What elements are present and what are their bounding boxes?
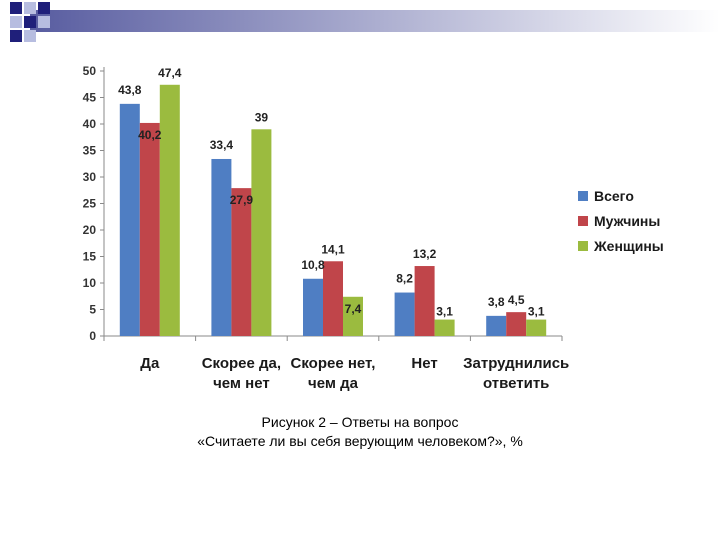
data-label: 10,8 — [301, 258, 325, 272]
bar-всего — [394, 292, 415, 336]
y-tick-label: 35 — [83, 144, 97, 158]
y-tick-label: 10 — [83, 276, 97, 290]
legend-swatch — [578, 216, 588, 226]
y-tick-label: 0 — [89, 329, 96, 343]
bar-мужчины — [231, 188, 252, 336]
decorative-square — [24, 2, 36, 14]
bar-всего — [486, 315, 507, 336]
decorative-square — [10, 30, 22, 42]
bar-мужчины — [414, 266, 435, 336]
data-label: 3,8 — [488, 295, 505, 309]
legend-label: Женщины — [594, 238, 664, 254]
y-tick-label: 20 — [83, 223, 97, 237]
figure-caption: Рисунок 2 – Ответы на вопрос «Считаете л… — [100, 413, 620, 451]
bar-всего — [211, 158, 232, 336]
bar-женщины — [159, 84, 180, 336]
y-tick-label: 50 — [83, 64, 97, 78]
data-label: 3,1 — [528, 305, 545, 319]
data-label: 47,4 — [158, 66, 182, 80]
chart-legend: Всего Мужчины Женщины — [578, 188, 664, 254]
data-label: 14,1 — [321, 242, 345, 256]
legend-item: Всего — [578, 188, 664, 204]
legend-label: Мужчины — [594, 213, 661, 229]
decorative-square — [24, 30, 36, 42]
x-tick-label: Нет — [411, 355, 437, 372]
data-label: 8,2 — [396, 272, 413, 286]
data-label: 7,4 — [345, 302, 362, 316]
bar-женщины — [251, 129, 272, 336]
legend-swatch — [578, 191, 588, 201]
legend-label: Всего — [594, 188, 634, 204]
decorative-square — [38, 16, 50, 28]
caption-line-2: «Считаете ли вы себя верующим человеком?… — [197, 433, 523, 449]
legend-item: Женщины — [578, 238, 664, 254]
data-label: 43,8 — [118, 83, 142, 97]
legend-swatch — [578, 241, 588, 251]
x-tick-label: чем да — [308, 375, 359, 392]
x-tick-label: Скорее нет, — [291, 355, 376, 372]
legend-item: Мужчины — [578, 213, 664, 229]
decorative-header-pattern — [10, 2, 720, 42]
bar-мужчины — [323, 261, 343, 336]
decorative-square — [38, 2, 50, 14]
data-label: 40,2 — [138, 128, 162, 142]
decorative-square — [24, 16, 36, 28]
decorative-square — [10, 2, 22, 14]
bar-женщины — [343, 296, 363, 336]
data-label: 3,1 — [436, 305, 453, 319]
x-tick-label: ответить — [483, 375, 549, 392]
decorative-square — [10, 16, 22, 28]
x-tick-label: Затруднились — [463, 355, 569, 372]
x-tick-label: Скорее да, — [202, 355, 281, 372]
bar-мужчины — [506, 312, 527, 336]
bar-всего — [303, 278, 323, 336]
y-tick-label: 30 — [83, 170, 97, 184]
bar-женщины — [526, 319, 547, 336]
data-label: 27,9 — [230, 193, 254, 207]
bar-chart: 0 5 10 15 20 25 30 35 40 45 50 Да Скорее да, чем нет С… — [83, 64, 570, 392]
data-label: 33,4 — [210, 138, 234, 152]
bar-всего — [119, 103, 140, 336]
data-label: 39 — [255, 110, 269, 124]
x-tick-label: чем нет — [213, 375, 270, 392]
y-tick-label: 45 — [83, 91, 97, 105]
y-tick-label: 25 — [83, 197, 97, 211]
y-tick-label: 40 — [83, 117, 97, 131]
y-tick-label: 15 — [83, 250, 97, 264]
data-label: 13,2 — [413, 247, 437, 261]
bar-женщины — [434, 319, 455, 336]
x-tick-label: Да — [140, 355, 160, 372]
bar-мужчины — [139, 122, 160, 336]
data-label: 4,5 — [508, 293, 525, 307]
y-tick-label: 5 — [89, 303, 96, 317]
caption-line-1: Рисунок 2 – Ответы на вопрос — [261, 414, 459, 430]
